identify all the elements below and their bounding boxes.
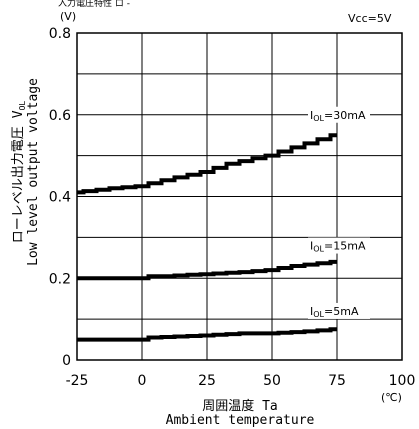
x-tick-label: 75 — [328, 373, 346, 389]
x-tick-labels: -25 0 25 50 75 100 — [66, 373, 416, 389]
series-label-bg — [308, 106, 370, 123]
x-axis-label-jp: 周囲温度 Ta — [202, 398, 277, 414]
x-tick-label: 25 — [198, 373, 216, 389]
y-unit-label: (V) — [60, 10, 76, 23]
clipped-top-text: 入力電圧特性 ロ - — [58, 0, 130, 9]
y-tick-label: 0.2 — [49, 271, 71, 287]
y-tick-label: 0.6 — [49, 108, 71, 124]
y-tick-labels: 0 0.2 0.4 0.6 0.8 — [49, 26, 71, 369]
x-tick-label: 0 — [138, 373, 147, 389]
y-axis-label-jp: ローレベル出力電圧VOL — [11, 101, 27, 244]
series-label: IOL=15mA — [310, 240, 366, 254]
y-axis-label-jp-group: ローレベル出力電圧VOL — [11, 101, 27, 244]
x-tick-label: 100 — [389, 373, 416, 389]
series-label: IOL=5mA — [310, 305, 359, 319]
supply-voltage-label: Vcc=5V — [348, 12, 392, 25]
y-tick-label: 0.4 — [49, 190, 71, 206]
series-line-30ma — [77, 133, 337, 195]
y-tick-label: 0 — [62, 353, 71, 369]
x-unit-label: (℃) — [381, 391, 402, 404]
x-tick-label: 50 — [263, 373, 281, 389]
series-label-bg — [308, 302, 370, 319]
y-axis-symbol: V — [11, 110, 26, 118]
series-layer — [77, 133, 337, 342]
y-axis-label-en: Low level output voltage — [26, 78, 41, 266]
series-label: IOL=30mA — [310, 109, 366, 123]
y-axis-symbol-sub: OL — [18, 101, 27, 111]
y-axis-label-en-group: Low level output voltage — [26, 78, 41, 266]
plot-frame — [76, 32, 403, 361]
y-tick-label: 0.8 — [49, 26, 71, 42]
series-labels: IOL=30mA IOL=15mA IOL=5mA — [308, 106, 370, 319]
series-label-bg — [308, 237, 370, 254]
series-line-15ma — [77, 259, 337, 281]
x-axis-label-en: Ambient temperature — [166, 413, 315, 428]
series-line-5ma — [77, 327, 337, 342]
x-tick-label: -25 — [66, 373, 89, 389]
